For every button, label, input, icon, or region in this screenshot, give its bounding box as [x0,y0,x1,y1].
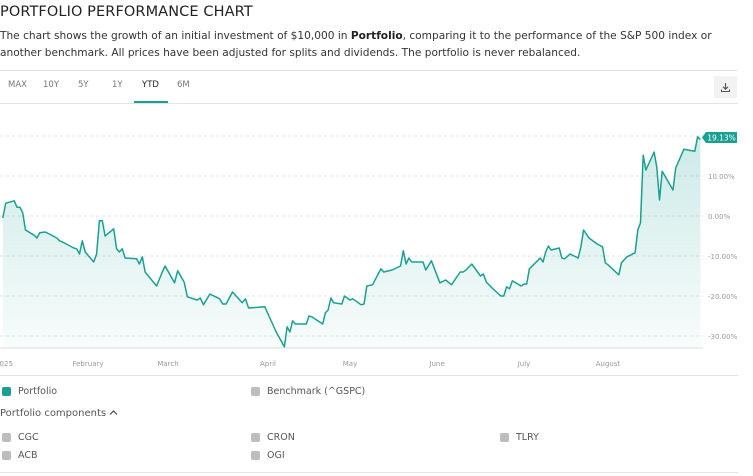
last-value-badge: 19.13% [702,132,737,143]
tab-1y[interactable]: 1Y [112,80,123,90]
chart-description: The chart shows the growth of an initial… [0,28,740,62]
desc-portfolio-name: Portfolio [350,30,403,42]
component-label: OGI [267,450,285,461]
cron-swatch [251,433,260,442]
tab-max[interactable]: MAX [8,80,27,90]
x-tick-label: May [343,360,357,368]
tab-10y[interactable]: 10Y [43,80,60,90]
tab-5y[interactable]: 5Y [78,80,89,90]
y-tick-label: -30.00% [708,333,738,341]
x-tick-label: August [596,360,621,368]
legend-benchmark[interactable]: Benchmark (^GSPC) [251,386,365,397]
y-tick-label: 10.00% [708,173,735,181]
benchmark-swatch [251,387,260,396]
tab-6m[interactable]: 6M [177,80,190,90]
component-cron[interactable]: CRON [251,432,295,443]
x-tick-label: 2025 [0,360,13,368]
cgc-swatch [2,433,11,442]
chevron-up-icon [109,410,118,415]
divider [0,103,738,104]
x-tick-label: February [72,360,103,368]
legend-portfolio-label: Portfolio [18,386,58,397]
component-label: CRON [267,432,295,443]
ogi-swatch [251,451,260,460]
x-tick-label: April [260,360,276,368]
desc-text-rest: , comparing it to the performance of the… [0,30,712,59]
x-tick-label: March [157,360,178,368]
page-title: PORTFOLIO PERFORMANCE CHART [0,4,253,20]
download-button[interactable] [714,76,737,98]
tab-ytd[interactable]: YTD [142,80,159,90]
y-tick-label: -10.00% [708,253,738,261]
acb-swatch [2,451,11,460]
desc-text: The chart shows the growth of an initial… [0,30,351,42]
divider [0,70,738,71]
x-tick-label: July [517,360,531,368]
portfolio-line [2,136,701,348]
component-tlry[interactable]: TLRY [500,432,539,443]
legend-portfolio[interactable]: Portfolio [2,386,57,397]
x-tick-label: June [428,360,444,368]
component-ogi[interactable]: OGI [251,450,285,461]
components-toggle[interactable]: Portfolio components [0,408,118,419]
y-tick-label: 0.00% [708,213,731,221]
component-label: CGC [18,432,39,443]
components-label: Portfolio components [0,408,107,419]
portfolio-swatch [2,387,11,396]
tlry-swatch [500,433,509,442]
component-acb[interactable]: ACB [2,450,37,461]
divider [0,375,738,376]
y-tick-label: -20.00% [708,293,738,301]
last-value-label: 19.13% [707,134,736,143]
active-tab-indicator [134,101,168,103]
component-cgc[interactable]: CGC [2,432,39,443]
divider [0,472,738,473]
component-label: ACB [18,450,38,461]
component-label: TLRY [516,432,539,443]
download-icon [720,82,731,92]
legend-benchmark-label: Benchmark (^GSPC) [267,386,366,397]
portfolio-area [2,136,701,348]
